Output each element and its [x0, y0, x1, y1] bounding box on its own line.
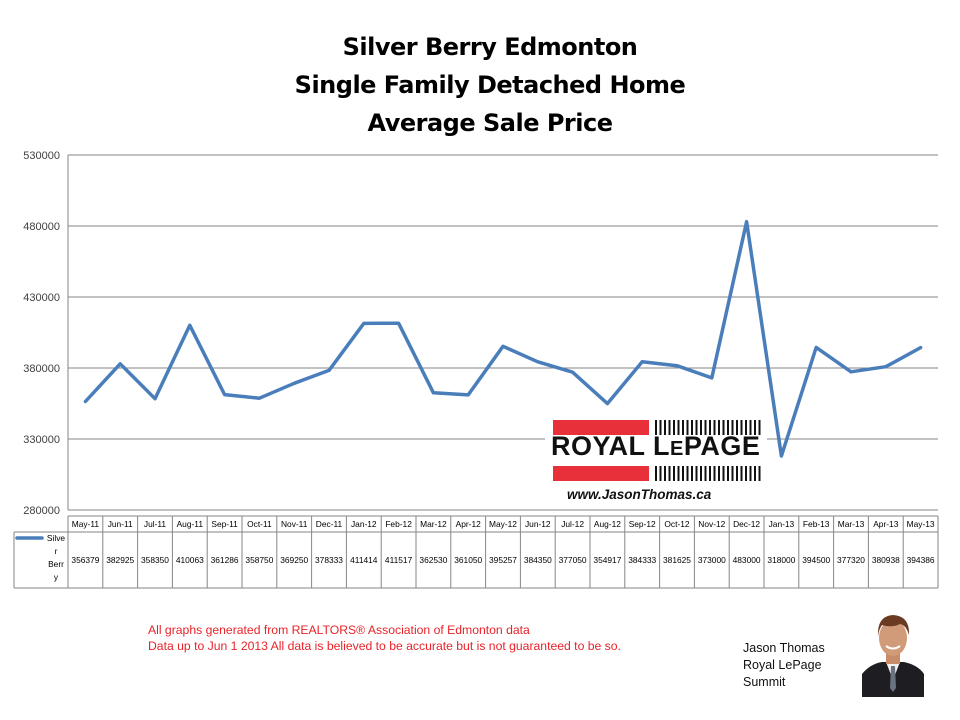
x-category-label: Oct-12 [664, 519, 689, 529]
x-category-label: Nov-11 [281, 519, 308, 529]
x-category-label: Jul-11 [144, 519, 167, 529]
table-value-cell: 380938 [872, 555, 900, 565]
table-value-cell: 384350 [524, 555, 552, 565]
x-category-label: May-11 [72, 519, 100, 529]
royal-lepage-logo: ROYAL LEPAGE www.JasonThomas.ca [545, 410, 767, 508]
person-portrait-icon [862, 608, 924, 697]
x-category-label: Jan-12 [351, 519, 377, 529]
logo-brand-part-2: E [670, 438, 684, 460]
footer-disclaimer: All graphs generated from REALTORS® Asso… [148, 622, 621, 654]
table-value-cell: 358750 [245, 555, 273, 565]
series-line-silver-berry [83, 219, 923, 458]
logo-red-bar-top [553, 420, 649, 435]
legend-label-line: y [54, 572, 59, 582]
logo-brand-part-1: ROYAL L [551, 431, 671, 461]
author-name: Jason Thomas [743, 641, 825, 655]
y-tick-label: 280000 [23, 505, 60, 517]
logo-stripes-bottom [655, 466, 761, 481]
chart-title-line-1: Silver Berry Edmonton [342, 33, 638, 61]
x-category-label: Oct-11 [247, 519, 272, 529]
x-category-label: Dec-11 [316, 519, 343, 529]
y-tick-label: 530000 [23, 150, 60, 162]
x-category-label: Jun-12 [525, 519, 551, 529]
x-category-label: Aug-11 [177, 519, 204, 529]
x-category-label: May-12 [489, 519, 517, 529]
x-category-label: Jun-11 [108, 519, 133, 529]
x-category-label: Sep-11 [211, 519, 238, 529]
author-photo [862, 608, 924, 697]
table-value-cell: 411414 [350, 555, 378, 565]
table-value-cell: 411517 [385, 555, 413, 565]
logo-brand-name: ROYAL LEPAGE [551, 431, 760, 462]
legend-label-line: Berr [48, 559, 64, 569]
gridlines [67, 154, 938, 511]
table-value-cell: 356379 [71, 555, 99, 565]
y-axis-ticks: 280000 330000 380000 430000 480000 530000 [23, 150, 60, 517]
x-category-label: Aug-12 [594, 519, 621, 529]
legend-label-line: r [55, 546, 58, 556]
chart-title-line-3: Average Sale Price [367, 109, 613, 137]
y-tick-label: 480000 [23, 221, 60, 233]
table-value-cell: 394500 [802, 555, 830, 565]
chart-title: Silver Berry Edmonton Single Family Deta… [0, 28, 960, 142]
x-category-label: Jul-12 [561, 519, 584, 529]
x-category-label: Apr-12 [456, 519, 481, 529]
x-category-label: Feb-13 [803, 519, 830, 529]
table-value-cell: 410063 [176, 555, 204, 565]
table-value-cell: 361050 [454, 555, 482, 565]
legend-label-line: Silve [47, 533, 65, 543]
x-category-label: May-13 [907, 519, 935, 529]
logo-brand-part-3: PAGE [683, 431, 761, 461]
author-company: Royal LePage [743, 658, 822, 672]
table-value-cell: 382925 [106, 555, 134, 565]
table-value-cell: 394386 [907, 555, 935, 565]
footer-line-2: Data up to Jun 1 2013 All data is believ… [148, 639, 621, 653]
y-tick-label: 430000 [23, 292, 60, 304]
x-category-label: Mar-12 [420, 519, 447, 529]
series-silver-berry [83, 219, 923, 458]
x-category-label: Nov-12 [698, 519, 725, 529]
x-category-label: Mar-13 [838, 519, 865, 529]
table-value-cell: 395257 [489, 555, 517, 565]
logo-red-bar-bottom [553, 466, 649, 481]
y-tick-label: 330000 [23, 434, 60, 446]
logo-stripes-top [655, 420, 761, 435]
x-category-label: Apr-13 [873, 519, 898, 529]
y-tick-label: 380000 [23, 363, 60, 375]
footer-line-1: All graphs generated from REALTORS® Asso… [148, 623, 530, 637]
table-value-cell: 483000 [733, 555, 761, 565]
x-category-label: Sep-12 [629, 519, 656, 529]
data-table: May-11 Jun-11 Jul-11 Aug-11 Sep-11 Oct-11 Nov-… [13, 515, 939, 589]
table-value-cell: 369250 [280, 555, 308, 565]
table-value-cell: 373000 [698, 555, 726, 565]
chart-title-line-2: Single Family Detached Home [294, 71, 686, 99]
table-value-cell: 362530 [419, 555, 447, 565]
table-value-cell: 358350 [141, 555, 169, 565]
x-category-label: Dec-12 [733, 519, 760, 529]
x-category-label: Jan-13 [769, 519, 795, 529]
x-category-label: Feb-12 [385, 519, 412, 529]
author-block: Jason Thomas Royal LePage Summit [743, 640, 825, 691]
table-value-cell: 354917 [593, 555, 621, 565]
table-value-cell: 318000 [767, 555, 795, 565]
table-value-cell: 378333 [315, 555, 343, 565]
table-value-cell: 377050 [559, 555, 587, 565]
table-value-cell: 384333 [628, 555, 656, 565]
table-value-cell: 381625 [663, 555, 691, 565]
table-value-cell: 361286 [211, 555, 239, 565]
author-office: Summit [743, 675, 786, 689]
table-value-cell: 377320 [837, 555, 865, 565]
logo-website: www.JasonThomas.ca [567, 487, 712, 502]
